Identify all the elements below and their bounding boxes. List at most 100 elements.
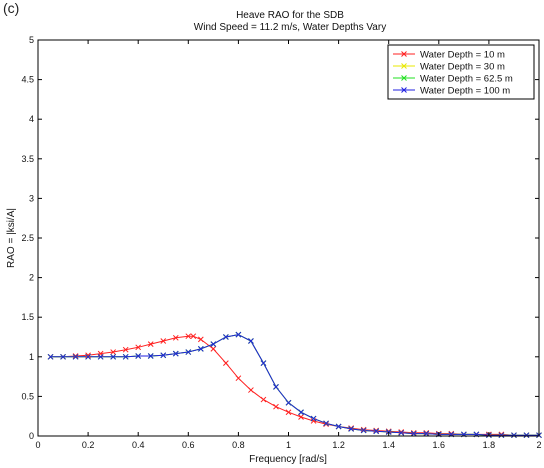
data-point [85, 353, 91, 360]
data-point [410, 430, 417, 437]
data-point [210, 346, 217, 352]
data-point [260, 396, 267, 403]
data-point [197, 336, 204, 343]
data-point [223, 360, 229, 366]
data-point [60, 353, 66, 360]
data-point [248, 338, 254, 344]
y-tick-label: 4 [29, 114, 34, 124]
data-point [335, 423, 342, 430]
chart-subtitle: Wind Speed = 11.2 m/s, Water Depths Vary [194, 22, 386, 33]
data-point [248, 387, 254, 393]
series-markers-0 [47, 333, 542, 439]
y-axis-label: RAO = |ksi/A| [6, 208, 17, 268]
data-point [273, 384, 279, 390]
data-point [360, 427, 367, 434]
data-point [135, 353, 142, 359]
data-point [523, 432, 530, 439]
chart-title: Heave RAO for the SDB [236, 10, 344, 21]
data-point [285, 409, 292, 416]
y-tick-label: 3 [29, 193, 34, 203]
data-point [185, 333, 192, 340]
data-point [235, 331, 242, 338]
data-point [398, 429, 405, 436]
y-tick-label: 1.5 [21, 312, 34, 322]
y-tick-label: 1 [29, 352, 34, 362]
data-point [410, 429, 417, 436]
data-point [160, 338, 167, 344]
data-point [373, 427, 380, 434]
y-tick-label: 0 [29, 431, 34, 441]
legend-swatch-marker [401, 75, 407, 81]
series-markers-2 [47, 331, 542, 439]
series-line-3 [50, 334, 539, 436]
data-point [423, 429, 430, 436]
x-axis-label: Frequency [rad/s] [249, 454, 327, 465]
legend-swatch-marker [401, 87, 407, 93]
data-point [147, 341, 154, 347]
data-point [360, 426, 367, 433]
data-point [110, 349, 117, 355]
data-point [310, 418, 317, 424]
data-point [160, 352, 167, 359]
data-point [97, 353, 104, 360]
x-tick-label: 0.2 [82, 440, 95, 450]
series-lines [50, 334, 539, 436]
data-point [385, 428, 392, 435]
y-tick-label: 5 [29, 35, 34, 45]
x-tick-label: 0.4 [132, 440, 145, 450]
x-tick-label: 1.6 [433, 440, 446, 450]
data-point [323, 421, 329, 427]
y-tick-label: 4.5 [21, 75, 34, 85]
y-tick-label: 3.5 [21, 154, 34, 164]
data-point [197, 346, 204, 352]
data-point [373, 428, 380, 435]
data-point [298, 414, 304, 420]
series-markers-3 [47, 331, 542, 439]
data-point [72, 353, 79, 360]
data-point [122, 353, 129, 360]
data-point [348, 425, 354, 431]
x-tick-label: 2 [536, 440, 541, 450]
legend-swatch-marker [401, 51, 407, 57]
data-point [448, 430, 455, 437]
panel-label: (c) [3, 0, 20, 16]
data-point [72, 353, 79, 359]
y-tick-label: 2.5 [21, 233, 34, 243]
data-point [348, 426, 354, 432]
data-point [190, 333, 197, 340]
x-tick-label: 1.4 [382, 440, 395, 450]
series-markers [47, 331, 542, 439]
x-tick-label: 0 [35, 440, 40, 450]
data-point [110, 353, 117, 360]
x-tick-label: 1.8 [483, 440, 496, 450]
data-point [423, 430, 430, 437]
y-tick-label: 2 [29, 273, 34, 283]
data-point [310, 415, 317, 422]
data-point [298, 409, 304, 416]
data-point [47, 353, 54, 360]
data-point [498, 432, 505, 439]
data-point [122, 346, 129, 353]
series-markers-1 [47, 331, 542, 439]
data-point [85, 352, 91, 359]
data-point [223, 334, 229, 340]
data-point [210, 341, 217, 347]
x-tick-label: 1 [286, 440, 291, 450]
x-tick-label: 0.8 [232, 440, 245, 450]
data-point [511, 432, 517, 439]
data-point [260, 360, 267, 366]
legend-label: Water Depth = 10 m [420, 50, 505, 61]
data-point [285, 399, 292, 406]
legend-label: Water Depth = 30 m [420, 62, 505, 73]
data-point [147, 353, 154, 359]
x-axis-ticks: 0 0.2 0.4 0.6 0.8 1 1.2 1.4 1.6 1.8 2 [35, 40, 542, 450]
data-point [235, 375, 242, 382]
data-point [135, 344, 142, 351]
data-point [172, 334, 179, 341]
data-point [398, 429, 405, 435]
legend-label: Water Depth = 100 m [420, 86, 510, 97]
x-tick-label: 0.6 [182, 440, 195, 450]
data-point [273, 403, 279, 410]
